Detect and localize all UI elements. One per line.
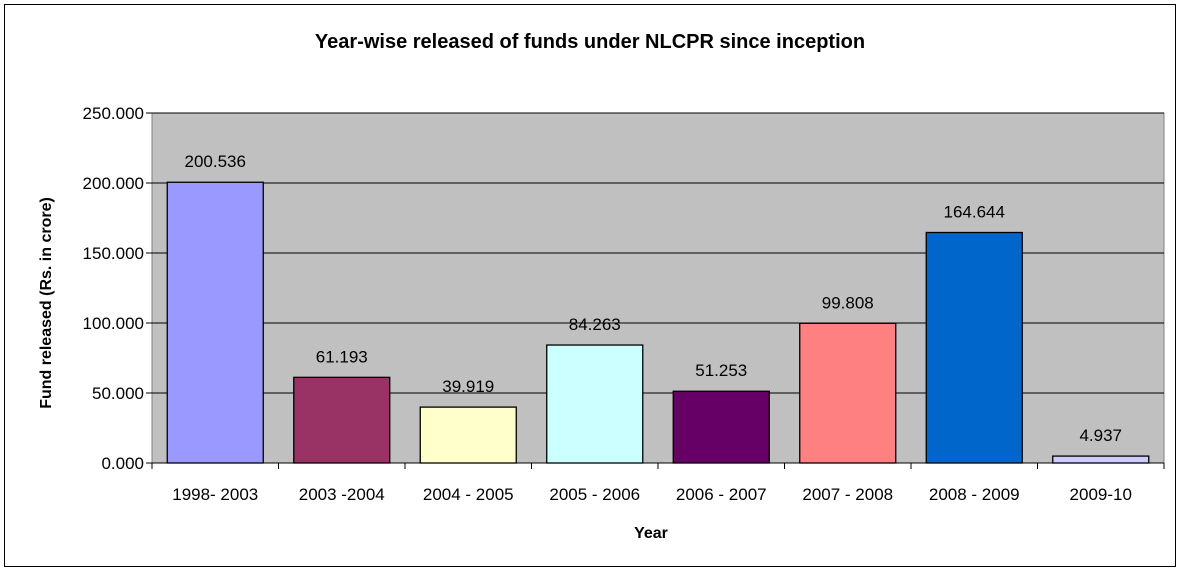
y-tick-label: 150.000 (83, 244, 144, 263)
bar (1052, 455, 1150, 464)
bar (419, 406, 517, 464)
data-label: 99.808 (822, 293, 874, 312)
bar (546, 344, 644, 464)
x-tick-label: 2007 - 2008 (802, 485, 893, 504)
x-tick-label: 2008 - 2009 (929, 485, 1020, 504)
data-labels: 200.536 61.193 39.919 84.263 51.253 99.808 164… (185, 152, 1123, 445)
bar (166, 181, 264, 464)
data-label: 200.536 (185, 152, 246, 171)
x-tick-label: 2009-10 (1070, 485, 1132, 504)
bar (672, 390, 770, 464)
y-tick-label: 0.000 (101, 454, 144, 473)
y-axis-title: Fund released (Rs. in crore) (38, 197, 55, 409)
bars (166, 181, 1150, 464)
y-axis-ticks: 0.000 50.000 100.000 150.000 200.000 250.000 (83, 104, 152, 473)
bar (925, 231, 1023, 464)
y-tick-label: 200.000 (83, 174, 144, 193)
y-tick-label: 250.000 (83, 104, 144, 123)
x-tick-label: 2005 - 2006 (549, 485, 640, 504)
x-tick-label: 2003 -2004 (299, 485, 385, 504)
data-label: 61.193 (316, 347, 368, 366)
bar (293, 376, 391, 464)
data-label: 39.919 (442, 377, 494, 396)
x-tick-label: 2004 - 2005 (423, 485, 514, 504)
data-label: 51.253 (695, 361, 747, 380)
data-label: 84.263 (569, 315, 621, 334)
x-tick-label: 2006 - 2007 (676, 485, 767, 504)
y-tick-label: 100.000 (83, 314, 144, 333)
x-axis-ticks: 1998- 2003 2003 -2004 2004 - 2005 2005 - 20… (151, 463, 1165, 504)
data-label: 4.937 (1079, 426, 1122, 445)
data-label: 164.644 (944, 202, 1005, 221)
x-axis-title: Year (634, 525, 668, 542)
y-tick-label: 50.000 (92, 384, 144, 403)
chart-title: Year-wise released of funds under NLCPR … (315, 31, 865, 53)
x-tick-label: 1998- 2003 (172, 485, 258, 504)
bar (799, 322, 897, 464)
